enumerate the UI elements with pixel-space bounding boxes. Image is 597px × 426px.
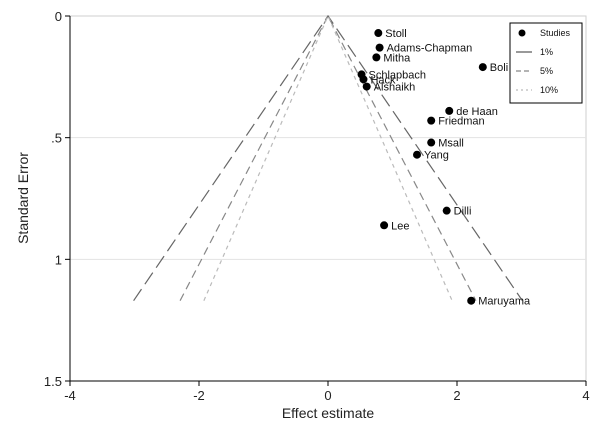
legend: Studies 1% 5% 10% [509,22,583,104]
study-point [413,150,422,159]
x-tick-label: -2 [193,388,205,403]
study-point [362,82,371,91]
legend-label: 10% [540,85,558,95]
study-point [374,29,383,38]
study-point [375,43,384,52]
study-label: Schlapbach [369,69,427,81]
legend-label: Studies [540,28,571,38]
x-ticks: -4 -2 0 2 4 [64,381,590,403]
study-point [478,63,487,72]
x-tick-label: 4 [582,388,589,403]
study-label: Adams-Chapman [387,43,473,55]
study-label: Msall [438,138,464,150]
x-axis-title: Effect estimate [282,405,375,421]
funnel-line-5pct [179,14,477,301]
study-label: Boli [490,62,508,74]
study-point [467,296,476,305]
study-label: Dilli [454,206,472,218]
x-tick-label: 0 [324,388,331,403]
study-label: Yang [424,150,449,162]
y-tick-label: 0 [55,9,62,24]
study-label: Maruyama [478,296,531,308]
study-point [359,75,368,84]
study-label: Lee [391,220,409,232]
study-point [442,206,451,215]
y-tick-label: 1.5 [44,374,62,389]
study-label: Stoll [385,28,406,40]
y-ticks: 0 .5 1 1.5 [44,9,70,389]
plot-region [69,15,587,382]
legend-symbol-dot [518,29,526,37]
y-axis-title: Standard Error [15,152,31,244]
study-label: Alshaikh [374,82,416,94]
y-tick-label: 1 [55,252,62,267]
x-tick-label: -4 [64,388,76,403]
x-tick-label: 2 [453,388,460,403]
funnel-lines [133,14,523,302]
study-label: de Haan [456,106,498,118]
study-point [372,53,381,62]
legend-label: 5% [540,66,553,76]
study-point [445,106,454,115]
legend-label: 1% [540,47,553,57]
funnel-line-1pct [133,14,523,302]
study-label: Mitha [383,52,411,64]
study-point [380,221,389,230]
study-label: Hack [370,74,396,86]
study-point [427,116,436,125]
gridlines [70,137,586,260]
study-point [427,138,436,147]
study-label: Friedman [438,116,484,128]
y-tick-label: .5 [51,131,62,146]
